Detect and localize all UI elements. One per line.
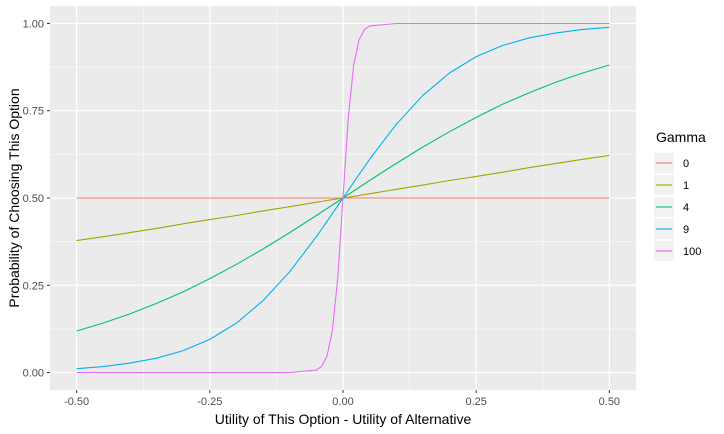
x-tick-label: -0.50 <box>64 396 89 408</box>
legend-label: 1 <box>683 180 689 192</box>
y-tick-label: 0.75 <box>23 106 44 118</box>
legend: Gamma 0 1 4 9 100 <box>654 129 706 261</box>
x-tick-label: -0.25 <box>197 396 222 408</box>
y-tick-label: 0.25 <box>23 280 44 292</box>
x-tick-label: 0.25 <box>465 396 486 408</box>
legend-label: 100 <box>683 246 701 258</box>
legend-label: 0 <box>683 158 689 170</box>
legend-title: Gamma <box>656 129 706 145</box>
x-tick-label: 0.50 <box>599 396 620 408</box>
y-tick-label: 0.00 <box>23 368 44 380</box>
x-tick-label: 0.00 <box>332 396 353 408</box>
y-tick-label: 0.50 <box>23 193 44 205</box>
axis-ticks: -0.50 -0.25 0.00 0.25 0.50 0.00 0.25 0.50 0.75 1.… <box>23 18 620 408</box>
x-axis-title: Utility of This Option - Utility of Alte… <box>215 411 472 427</box>
y-axis-title: Probability of Choosing This Option <box>6 88 22 307</box>
series-line-gamma-100 <box>76 22 610 374</box>
series-lines <box>76 22 610 374</box>
legend-label: 4 <box>683 202 689 214</box>
legend-label: 9 <box>683 224 689 236</box>
y-tick-label: 1.00 <box>23 18 44 30</box>
